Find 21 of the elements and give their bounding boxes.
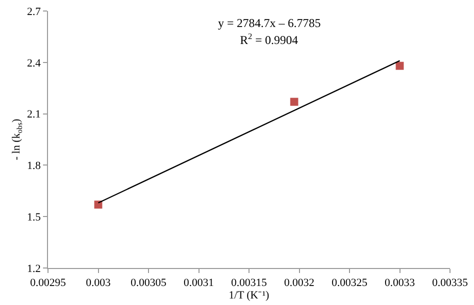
x-tick-label: 0.00335 — [432, 277, 468, 290]
x-tick-label: 0.00295 — [30, 277, 66, 290]
annotation: y = 2784.7x – 6.7785 — [218, 16, 321, 30]
y-tick-label: 2.1 — [27, 108, 41, 121]
x-tick-label: 0.0032 — [284, 277, 314, 290]
x-axis-title: 1/T (K⁻¹) — [228, 289, 270, 302]
point — [94, 200, 102, 209]
point — [290, 98, 298, 106]
x-tick-label: 0.0033 — [384, 277, 416, 290]
y-tick-label: 2.7 — [27, 6, 42, 18]
point — [396, 62, 404, 70]
annotation: R$^{2}$ = 0.9904 — [240, 32, 298, 48]
x-tick-label: 0.00305 — [130, 277, 167, 290]
y-tick-label: 1.2 — [27, 262, 41, 275]
x-tick-label: 0.00315 — [231, 277, 268, 290]
y-tick-label: 2.4 — [27, 57, 42, 70]
x-tick-label: 0.003 — [86, 277, 112, 290]
x-tick-label: 0.0031 — [184, 277, 214, 290]
y-tick-label: 1.8 — [27, 160, 42, 172]
x-tick-label: 0.00325 — [332, 277, 368, 290]
y-tick-label: 1.5 — [27, 211, 42, 224]
